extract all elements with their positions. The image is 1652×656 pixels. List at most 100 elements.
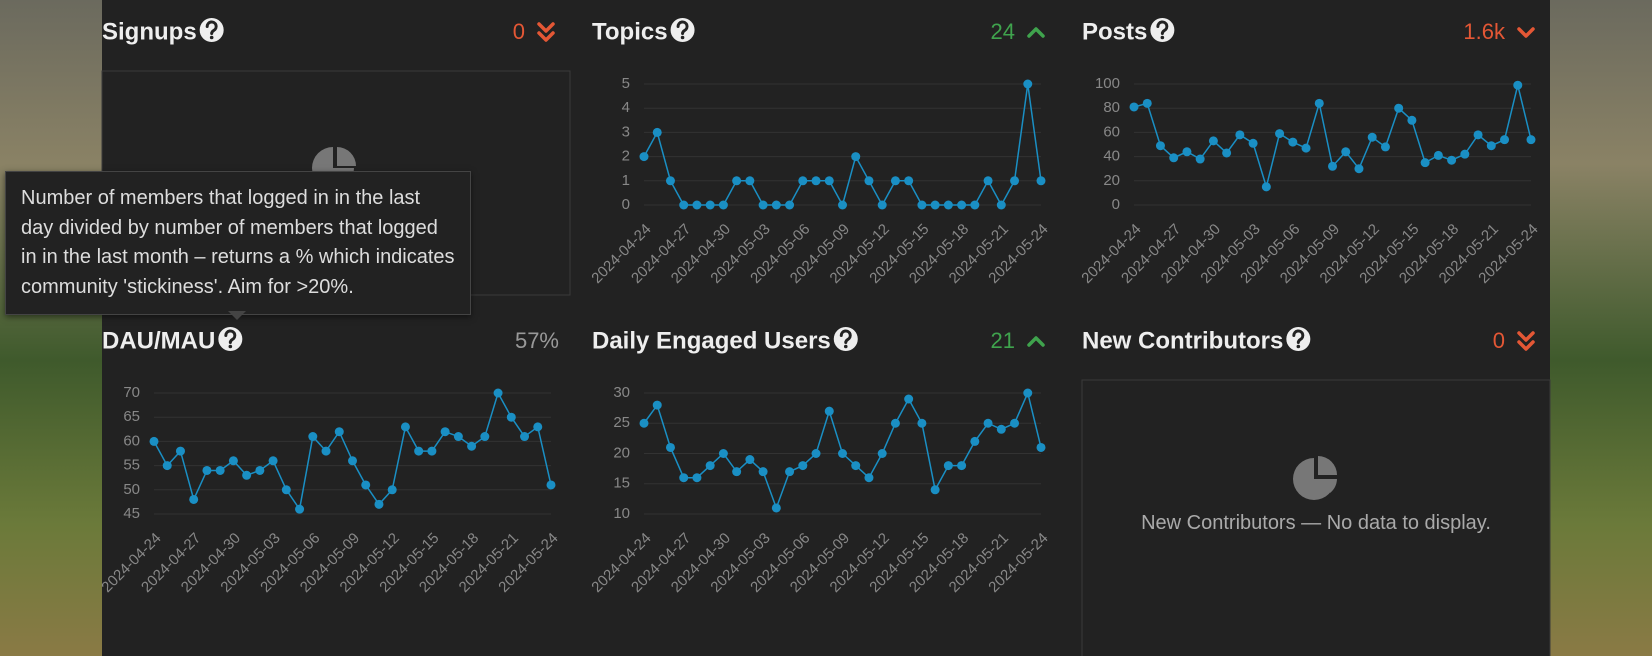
data-point xyxy=(1155,141,1165,151)
y-tick-label: 45 xyxy=(123,505,140,522)
data-point xyxy=(665,176,675,186)
data-point xyxy=(864,473,874,483)
data-point xyxy=(904,176,914,186)
y-tick-label: 25 xyxy=(613,414,630,431)
y-tick-label: 0 xyxy=(622,196,630,213)
data-point xyxy=(1036,442,1046,452)
help-circle xyxy=(218,327,243,351)
help-circle xyxy=(833,327,858,351)
data-point xyxy=(705,461,715,471)
data-point xyxy=(838,449,847,458)
data-point xyxy=(480,432,490,442)
help-icon[interactable] xyxy=(833,327,858,351)
data-point xyxy=(1460,149,1470,159)
data-point xyxy=(1195,154,1205,164)
y-tick-label: 100 xyxy=(1095,75,1120,92)
data-point xyxy=(1394,103,1404,113)
y-tick-label: 3 xyxy=(622,123,630,140)
data-point xyxy=(215,465,225,475)
data-point xyxy=(453,432,463,442)
y-tick-label: 20 xyxy=(613,444,630,461)
data-point xyxy=(1036,176,1046,186)
data-point xyxy=(1526,135,1536,145)
y-tick-label: 10 xyxy=(613,505,630,522)
panel-summary: 57% xyxy=(515,328,559,353)
data-point xyxy=(1354,164,1364,174)
help-mark xyxy=(839,329,852,344)
series-line xyxy=(153,391,552,512)
tooltip: Number of members that logged in in the … xyxy=(5,171,471,315)
data-point xyxy=(877,200,887,210)
y-tick-label: 30 xyxy=(613,384,630,401)
y-tick-label: 55 xyxy=(123,457,140,474)
y-tick-label: 65 xyxy=(123,408,140,425)
help-mark xyxy=(224,329,237,344)
data-point xyxy=(732,467,742,477)
help-mark xyxy=(1292,329,1305,344)
y-tick-label: 50 xyxy=(123,481,140,498)
help-icon[interactable] xyxy=(218,327,243,351)
panel-summary: 24 xyxy=(991,19,1015,44)
help-icon[interactable] xyxy=(1286,327,1311,351)
y-tick-label: 60 xyxy=(123,432,140,449)
data-point xyxy=(1367,132,1377,142)
data-point xyxy=(970,436,980,446)
data-point xyxy=(334,427,344,437)
help-icon[interactable] xyxy=(1150,18,1175,42)
y-tick-label: 0 xyxy=(1112,196,1120,213)
data-point xyxy=(917,200,927,210)
data-point xyxy=(189,494,199,504)
help-icon[interactable] xyxy=(199,18,224,42)
data-point xyxy=(652,400,662,410)
data-point xyxy=(1433,150,1443,160)
data-point xyxy=(242,470,252,480)
data-point xyxy=(798,461,808,471)
data-point xyxy=(295,504,305,514)
data-point xyxy=(705,200,715,210)
data-point xyxy=(996,200,1006,210)
data-point xyxy=(930,485,940,495)
panel-summary: 0 xyxy=(513,19,525,44)
help-dot xyxy=(1160,35,1165,40)
data-point xyxy=(745,455,755,465)
y-tick-label: 70 xyxy=(123,384,140,401)
data-point xyxy=(758,200,768,210)
data-point xyxy=(1010,418,1020,428)
y-tick-label: 60 xyxy=(1103,123,1120,140)
data-point xyxy=(838,200,847,210)
data-point xyxy=(520,432,530,442)
data-point xyxy=(943,461,953,471)
trend-icon xyxy=(1027,27,1045,38)
data-point xyxy=(1473,130,1483,140)
data-point xyxy=(1288,137,1298,147)
data-point xyxy=(983,176,993,186)
data-point xyxy=(1341,147,1351,157)
data-point xyxy=(1275,129,1285,139)
help-icon[interactable] xyxy=(670,18,695,42)
data-point xyxy=(851,152,861,162)
data-point xyxy=(427,446,437,456)
data-point xyxy=(785,467,795,477)
data-point xyxy=(996,424,1006,434)
data-point xyxy=(957,200,967,210)
data-point xyxy=(308,432,318,442)
y-tick-label: 15 xyxy=(613,475,630,492)
help-dot xyxy=(1296,344,1301,349)
data-point xyxy=(824,176,834,186)
data-point xyxy=(758,467,768,477)
data-point xyxy=(785,200,795,210)
data-point xyxy=(361,480,371,490)
trend-icon xyxy=(537,31,555,42)
data-point xyxy=(732,176,742,186)
panel-title: DAU/MAU xyxy=(102,327,215,354)
data-point xyxy=(1129,102,1139,112)
trend-icon xyxy=(1517,331,1535,342)
trend-icon xyxy=(1517,340,1535,351)
panel-title: Topics xyxy=(592,18,668,45)
help-mark xyxy=(1156,20,1169,35)
data-point xyxy=(692,473,702,483)
data-point xyxy=(811,449,821,458)
data-point xyxy=(321,446,331,456)
